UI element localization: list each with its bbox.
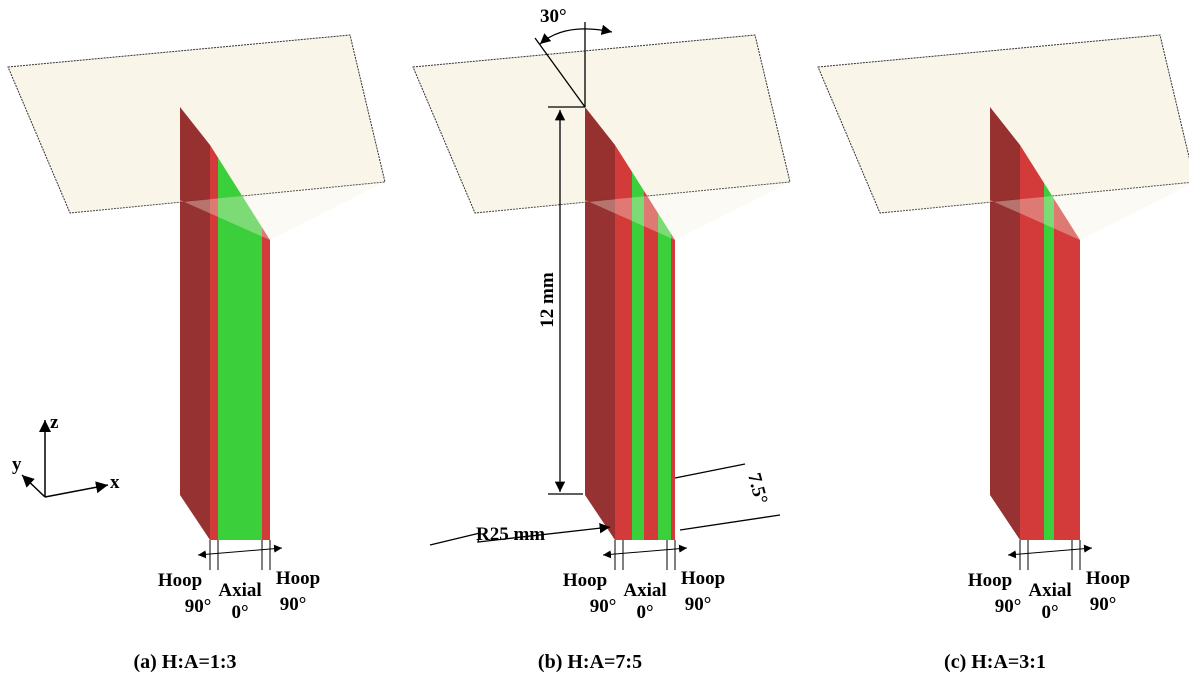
layer-angle: 90° [590, 596, 617, 617]
layer-angle: 90° [185, 596, 212, 617]
angle-label: 30° [540, 6, 567, 27]
layer-angle: 0° [1041, 602, 1058, 623]
dim-line [603, 548, 687, 555]
layer [1044, 183, 1054, 540]
height-label: 12 mm [537, 272, 558, 328]
layer-angle: 90° [685, 594, 712, 615]
layer [632, 172, 644, 540]
layer [262, 227, 270, 540]
tilt-label: 7.5° [743, 471, 771, 507]
layer-name: Axial [218, 580, 261, 601]
layer-angle: 90° [1090, 594, 1117, 615]
layer-angle: 0° [636, 602, 653, 623]
layer [658, 213, 671, 540]
axis-z: z [50, 412, 59, 433]
caption: (b) H:A=7:5 [538, 651, 642, 673]
caption: (a) H:A=1:3 [133, 651, 236, 673]
side-face [990, 107, 1020, 540]
layer-angle: 90° [995, 596, 1022, 617]
layer-angle: 0° [231, 602, 248, 623]
caption: (c) H:A=3:1 [944, 651, 1046, 673]
layer-name: Hoop [563, 570, 607, 591]
layer-name: Axial [1028, 580, 1071, 601]
radius-label: R25 mm [476, 524, 545, 545]
layer-angle: 90° [280, 594, 307, 615]
side-face [585, 107, 615, 540]
layer-name: Axial [623, 580, 666, 601]
page: {"axes": {"z": "z", "y": "y", "x": "x"},… [0, 0, 1189, 684]
layer-name: Hoop [1086, 568, 1130, 589]
layer [1054, 199, 1080, 540]
layer-name: Hoop [276, 568, 320, 589]
side-face [180, 107, 210, 540]
dim-line [198, 548, 282, 555]
layer-name: Hoop [158, 570, 202, 591]
axis-y: y [12, 454, 22, 475]
layer-name: Hoop [681, 568, 725, 589]
layer-name: Hoop [968, 570, 1012, 591]
figure: Hoop90°Axial0°Hoop90°(a) H:A=1:3Hoop90°A… [0, 0, 1189, 684]
dim-line [1008, 548, 1092, 555]
axes-icon [22, 420, 108, 497]
layer [644, 191, 658, 540]
axis-x: x [110, 472, 120, 493]
layer [671, 234, 675, 540]
